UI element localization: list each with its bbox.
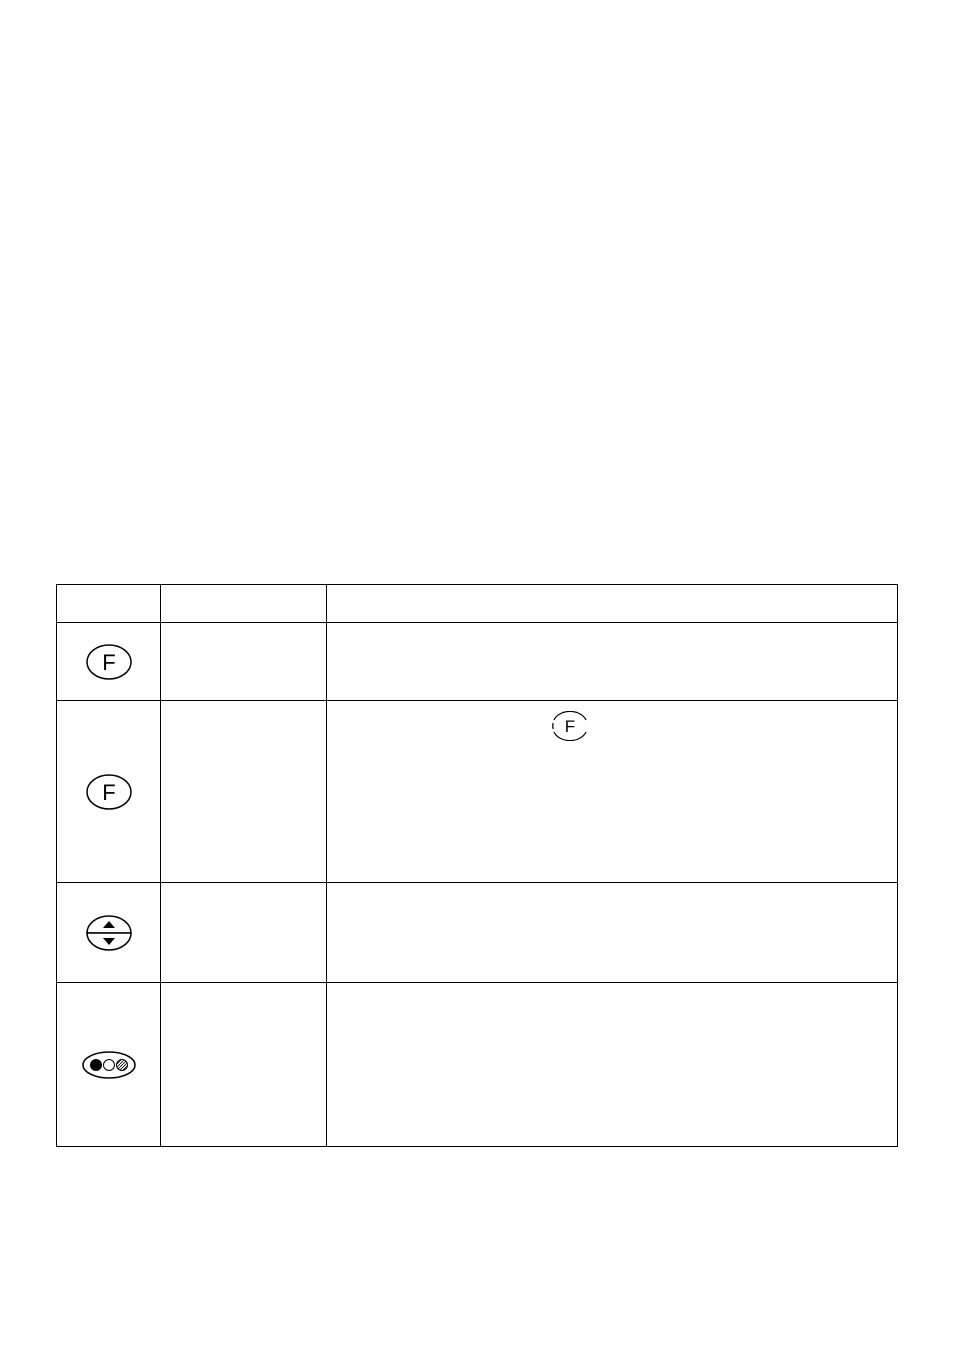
key-function-table-container: F F [56,584,898,1147]
cell-desc [327,983,898,1147]
up-down-key-icon [85,911,133,955]
f-key-small-icon: F [551,711,589,741]
header-desc [327,585,898,623]
cell-desc [327,883,898,983]
header-key [57,585,161,623]
svg-text:F: F [102,650,115,675]
cell-key-icon: F [57,701,161,883]
table-header-row [57,585,898,623]
cell-key-icon: F [57,623,161,701]
table-row: F [57,623,898,701]
svg-text:F: F [102,780,115,805]
cell-key-icon [57,983,161,1147]
cell-name [161,983,327,1147]
f-key-icon: F [85,772,133,812]
cell-desc: F [327,701,898,883]
cell-name [161,623,327,701]
header-name [161,585,327,623]
cell-name [161,701,327,883]
table-row [57,983,898,1147]
f-key-icon: F [85,642,133,682]
cell-name [161,883,327,983]
cell-desc [327,623,898,701]
table-row [57,883,898,983]
svg-text:F: F [565,717,575,736]
mode-key-icon [81,1049,137,1081]
table-row: F F [57,701,898,883]
cell-key-icon [57,883,161,983]
key-function-table: F F [56,584,898,1147]
